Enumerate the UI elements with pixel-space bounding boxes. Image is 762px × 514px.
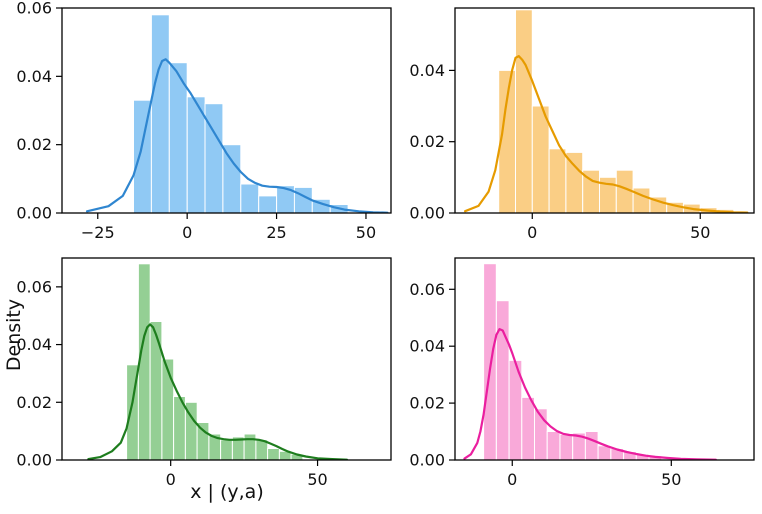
y-tick-label: 0.02 [16,135,52,154]
x-tick-label: 50 [307,470,327,489]
y-tick-label: 0.04 [410,337,445,356]
x-tick-label: 50 [690,223,710,242]
x-tick-label: −25 [81,223,115,242]
y-tick-label: 0.04 [16,335,52,354]
x-tick-label: 50 [661,470,681,489]
subplot-bottom-right: 0 50 0.00 0.02 0.04 0.06 [410,257,755,489]
histogram-bars-top-right [498,9,735,213]
axes-frame-top-left [61,7,392,214]
y-tick-label: 0.06 [16,277,52,296]
axes-frame-top-right [454,7,755,214]
subplot-bottom-left: 0 50 0.00 0.02 0.04 0.06 [16,257,392,489]
kde-curve-bottom-right [463,328,717,460]
subplot-top-left: −25 0 25 50 0.00 0.02 0.04 0.06 [16,0,392,242]
x-tick-label: 0 [507,470,517,489]
y-tick-label: 0.02 [410,394,445,413]
axes-frame-bottom-right [454,257,755,461]
x-tick-label: 0 [182,223,192,242]
kde-curve-top-right [464,55,749,213]
y-tick-label: 0.06 [410,280,445,299]
subplot-top-right: 0 50 0.00 0.02 0.04 [410,7,755,242]
x-tick-label: 50 [356,223,376,242]
y-tick-label: 0.04 [410,61,445,80]
histogram-bars-top-left [133,14,349,213]
y-tick-label: 0.06 [16,0,52,18]
y-tick-label: 0.00 [16,204,52,223]
kde-curve-top-left [85,58,389,213]
x-tick-label: 0 [166,470,176,489]
histogram-bars-bottom-left [126,263,304,460]
histogram-bars-bottom-right [483,263,663,460]
y-tick-label: 0.00 [410,451,445,470]
y-tick-label: 0.02 [16,393,52,412]
x-tick-label: 0 [527,223,537,242]
axes-frame-bottom-left [61,257,392,461]
kde-curve-bottom-left [87,323,348,460]
y-tick-label: 0.02 [410,132,445,151]
y-axis-label: Density [3,298,25,372]
y-tick-label: 0.00 [16,451,52,470]
x-axis-label: x | (y,a) [190,481,264,503]
y-tick-label: 0.00 [410,204,445,223]
x-tick-label: 25 [266,223,286,242]
y-tick-label: 0.04 [16,67,52,86]
